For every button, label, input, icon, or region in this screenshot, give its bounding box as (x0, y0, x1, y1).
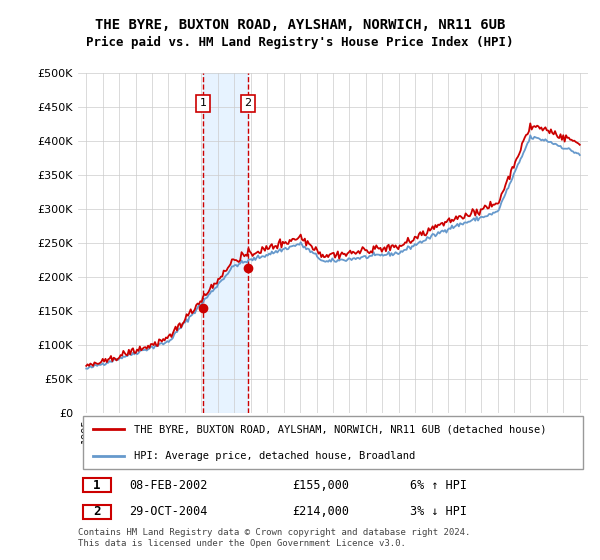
Text: 1: 1 (93, 479, 101, 492)
Text: 2: 2 (93, 505, 101, 519)
Text: THE BYRE, BUXTON ROAD, AYLSHAM, NORWICH, NR11 6UB: THE BYRE, BUXTON ROAD, AYLSHAM, NORWICH,… (95, 18, 505, 32)
FancyBboxPatch shape (83, 478, 111, 492)
Text: THE BYRE, BUXTON ROAD, AYLSHAM, NORWICH, NR11 6UB (detached house): THE BYRE, BUXTON ROAD, AYLSHAM, NORWICH,… (134, 424, 547, 434)
Text: 29-OCT-2004: 29-OCT-2004 (129, 505, 208, 519)
Text: HPI: Average price, detached house, Broadland: HPI: Average price, detached house, Broa… (134, 451, 415, 461)
Text: Contains HM Land Registry data © Crown copyright and database right 2024.
This d: Contains HM Land Registry data © Crown c… (78, 528, 470, 548)
Text: £155,000: £155,000 (292, 479, 349, 492)
FancyBboxPatch shape (83, 505, 111, 519)
Text: 2: 2 (244, 99, 251, 109)
Text: 6% ↑ HPI: 6% ↑ HPI (409, 479, 467, 492)
FancyBboxPatch shape (83, 416, 583, 469)
Text: 3% ↓ HPI: 3% ↓ HPI (409, 505, 467, 519)
Text: 1: 1 (200, 99, 206, 109)
Bar (203, 73, 248, 413)
Text: Price paid vs. HM Land Registry's House Price Index (HPI): Price paid vs. HM Land Registry's House … (86, 35, 514, 49)
Text: £214,000: £214,000 (292, 505, 349, 519)
Text: 08-FEB-2002: 08-FEB-2002 (129, 479, 208, 492)
